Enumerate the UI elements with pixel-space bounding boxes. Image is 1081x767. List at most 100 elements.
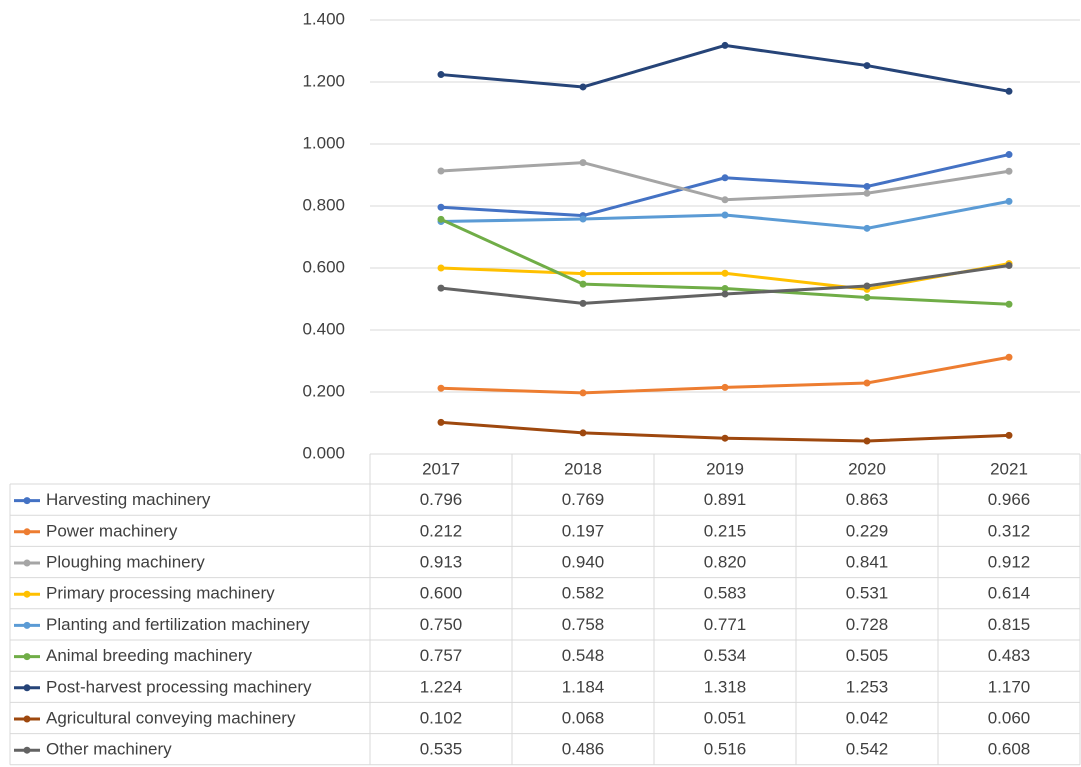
point: [721, 41, 729, 49]
point: [863, 379, 871, 387]
point: [863, 224, 871, 232]
point: [863, 62, 871, 70]
table-cell: 0.815: [988, 615, 1031, 634]
point: [579, 83, 587, 91]
table-cell: 0.757: [420, 646, 463, 665]
legend-label: Animal breeding machinery: [46, 646, 252, 665]
point: [579, 270, 587, 278]
y-tick-label: 1.200: [302, 71, 345, 90]
point: [579, 389, 587, 397]
table-cell: 1.318: [704, 677, 747, 696]
table-cell: 0.796: [420, 490, 463, 509]
table-cell: 0.940: [562, 552, 605, 571]
x-tick-label: 2018: [564, 459, 602, 478]
point: [1005, 300, 1013, 308]
legend-swatch: [23, 559, 31, 567]
table-cell: 0.608: [988, 740, 1031, 759]
point: [1005, 262, 1013, 270]
legend-swatch: [23, 497, 31, 505]
series-line: [440, 43, 1010, 93]
table-cell: 0.863: [846, 490, 889, 509]
point: [1005, 87, 1013, 95]
point: [1005, 167, 1013, 175]
point: [721, 211, 729, 219]
table-cell: 0.060: [988, 708, 1031, 727]
y-tick-label: 0.800: [302, 195, 345, 214]
legend-label: Agricultural conveying machinery: [46, 708, 296, 727]
table-cell: 0.582: [562, 584, 605, 603]
point: [437, 264, 445, 272]
point: [1005, 353, 1013, 361]
y-tick-label: 1.400: [302, 9, 345, 28]
table-cell: 0.212: [420, 521, 463, 540]
x-tick-label: 2017: [422, 459, 460, 478]
point: [1005, 197, 1013, 205]
legend-label: Post-harvest processing machinery: [46, 677, 312, 696]
table-cell: 0.051: [704, 708, 747, 727]
table-cell: 0.913: [420, 552, 463, 571]
x-tick-label: 2020: [848, 459, 886, 478]
table-cell: 0.966: [988, 490, 1031, 509]
x-tick-label: 2021: [990, 459, 1028, 478]
table-cell: 0.891: [704, 490, 747, 509]
y-tick-label: 1.000: [302, 133, 345, 152]
legend-label: Ploughing machinery: [46, 552, 205, 571]
point: [437, 284, 445, 292]
point: [437, 71, 445, 79]
point: [437, 384, 445, 392]
table-cell: 0.197: [562, 521, 605, 540]
table-cell: 0.535: [420, 740, 463, 759]
table-cell: 0.042: [846, 708, 889, 727]
table-cell: 0.758: [562, 615, 605, 634]
point: [579, 215, 587, 223]
point: [579, 159, 587, 167]
legend-label: Power machinery: [46, 521, 178, 540]
table-cell: 0.102: [420, 708, 463, 727]
table-cell: 0.312: [988, 521, 1031, 540]
point: [437, 418, 445, 426]
table-cell: 0.516: [704, 740, 747, 759]
table-cell: 0.215: [704, 521, 747, 540]
y-tick-label: 0.000: [302, 443, 345, 462]
point: [1005, 151, 1013, 159]
point: [863, 293, 871, 301]
table-cell: 0.728: [846, 615, 889, 634]
point: [863, 182, 871, 190]
legend-label: Primary processing machinery: [46, 584, 275, 603]
table-cell: 0.534: [704, 646, 747, 665]
x-tick-label: 2019: [706, 459, 744, 478]
table-cell: 1.253: [846, 677, 889, 696]
point: [579, 280, 587, 288]
point: [721, 284, 729, 292]
table-cell: 1.224: [420, 677, 463, 696]
point: [721, 174, 729, 182]
legend-swatch: [23, 684, 31, 692]
point: [721, 196, 729, 204]
table-cell: 1.170: [988, 677, 1031, 696]
table-cell: 0.583: [704, 584, 747, 603]
point: [437, 215, 445, 223]
legend-swatch: [23, 653, 31, 661]
point: [437, 203, 445, 211]
table-cell: 0.548: [562, 646, 605, 665]
table-cell: 1.184: [562, 677, 605, 696]
point: [579, 299, 587, 307]
table-cell: 0.820: [704, 552, 747, 571]
table-cell: 0.542: [846, 740, 889, 759]
point: [579, 429, 587, 437]
legend-label: Planting and fertilization machinery: [46, 615, 310, 634]
point: [721, 269, 729, 277]
table-cell: 0.600: [420, 584, 463, 603]
table-cell: 0.068: [562, 708, 605, 727]
table-cell: 0.229: [846, 521, 889, 540]
table-cell: 0.750: [420, 615, 463, 634]
legend-swatch: [23, 746, 31, 754]
point: [1005, 431, 1013, 439]
y-tick-label: 0.200: [302, 381, 345, 400]
legend-label: Other machinery: [46, 740, 172, 759]
point: [863, 437, 871, 445]
table-cell: 0.769: [562, 490, 605, 509]
table-cell: 0.531: [846, 584, 889, 603]
point: [721, 434, 729, 442]
